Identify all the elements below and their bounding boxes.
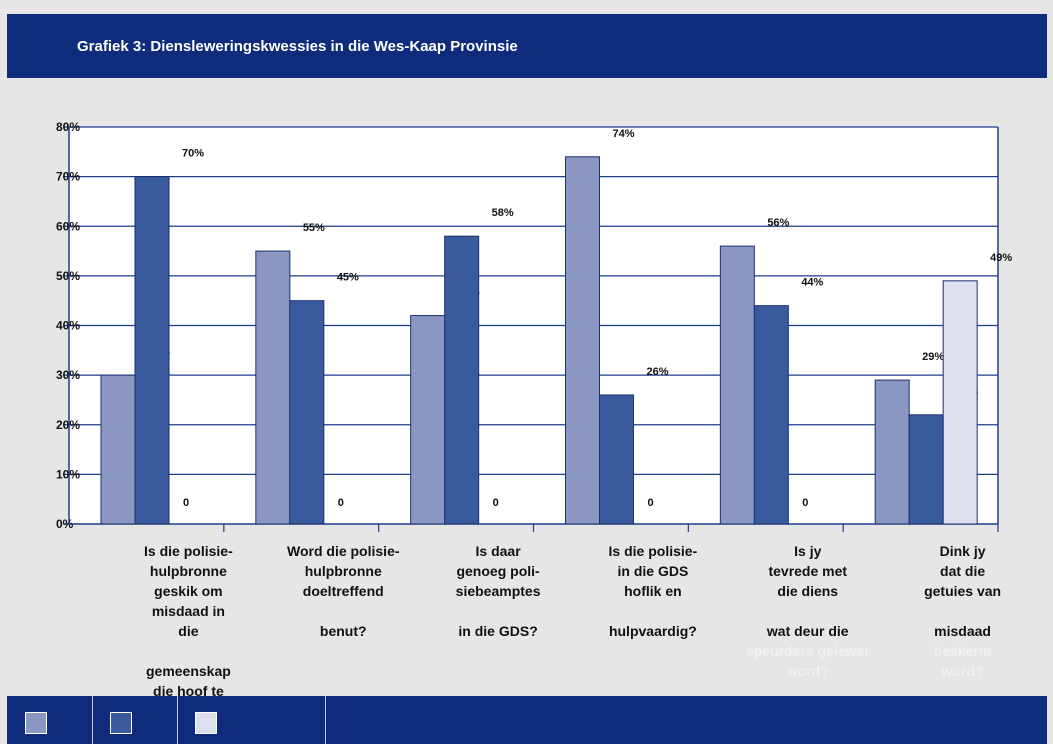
data-label: 55% bbox=[303, 222, 325, 234]
data-label: 29% bbox=[922, 351, 944, 363]
bar bbox=[444, 235, 480, 525]
category-label-text: Is jy tevrede met die diens wat deur die bbox=[766, 543, 849, 639]
data-label: 70% bbox=[182, 148, 204, 160]
category-label-text: Is die polisie- hulpbronne geskik om mis… bbox=[144, 543, 233, 719]
data-label: 0 bbox=[338, 497, 344, 509]
bar bbox=[289, 300, 325, 525]
data-label: 0 bbox=[802, 497, 808, 509]
legend-divider bbox=[325, 696, 326, 744]
legend-swatch bbox=[110, 712, 132, 734]
bar bbox=[100, 374, 136, 525]
category-label-text: Is daar genoeg poli- siebeamptes in die … bbox=[455, 543, 541, 639]
data-label: 56% bbox=[767, 217, 789, 229]
y-tick-label: 70% bbox=[56, 170, 80, 184]
bar bbox=[565, 156, 600, 525]
legend-bar bbox=[7, 696, 1047, 744]
bar bbox=[874, 379, 910, 525]
bar bbox=[908, 414, 944, 525]
y-tick-label: 20% bbox=[56, 418, 80, 432]
legend-divider bbox=[177, 696, 178, 744]
bar bbox=[410, 315, 446, 525]
legend-divider bbox=[92, 696, 93, 744]
category-label-tail: speurders gelewer word? bbox=[745, 643, 870, 679]
y-tick-label: 10% bbox=[56, 467, 80, 481]
category-label: Is die polisie- in die GDS hoflik en hul… bbox=[578, 541, 728, 641]
bar bbox=[255, 250, 291, 525]
category-label: Is jy tevrede met die diens wat deur die… bbox=[733, 541, 883, 681]
category-label-tail: beskerm word? bbox=[933, 643, 992, 679]
category-label-text: Word die polisie- hulpbronne doeltreffen… bbox=[286, 543, 400, 639]
category-label: Is daar genoeg poli- siebeamptes in die … bbox=[423, 541, 573, 641]
bar bbox=[753, 305, 789, 525]
y-tick-label: 50% bbox=[56, 269, 80, 283]
category-label: Dink jy dat die getuies van misdaad besk… bbox=[888, 541, 1038, 681]
bar bbox=[134, 176, 170, 525]
chart-header: Grafiek 3: Diensleweringskwessies in die… bbox=[7, 14, 1047, 78]
legend-swatch bbox=[195, 712, 217, 734]
category-label: Is die polisie- hulpbronne geskik om mis… bbox=[113, 541, 263, 721]
y-tick-label: 40% bbox=[56, 319, 80, 333]
category-label-text: Dink jy dat die getuies van misdaad bbox=[924, 543, 1002, 639]
bar bbox=[942, 280, 978, 525]
category-label: Word die polisie- hulpbronne doeltreffen… bbox=[268, 541, 418, 641]
data-label: 45% bbox=[337, 272, 359, 284]
legend-swatch bbox=[25, 712, 47, 734]
chart-title: Grafiek 3: Diensleweringskwessies in die… bbox=[77, 37, 518, 55]
y-tick-label: 30% bbox=[56, 368, 80, 382]
category-label-text: Is die polisie- in die GDS hoflik en hul… bbox=[608, 543, 698, 639]
data-label: 58% bbox=[492, 207, 514, 219]
data-label: 26% bbox=[646, 366, 668, 378]
data-label: 0 bbox=[493, 497, 499, 509]
data-label: 44% bbox=[801, 277, 823, 289]
y-tick-label: 80% bbox=[56, 120, 80, 134]
data-label: 49% bbox=[990, 252, 1012, 264]
y-tick-label: 60% bbox=[56, 219, 80, 233]
data-label: 0 bbox=[647, 497, 653, 509]
data-label: 74% bbox=[612, 128, 634, 140]
bar bbox=[599, 394, 634, 525]
bar bbox=[719, 245, 755, 525]
data-label: 0 bbox=[183, 497, 189, 509]
